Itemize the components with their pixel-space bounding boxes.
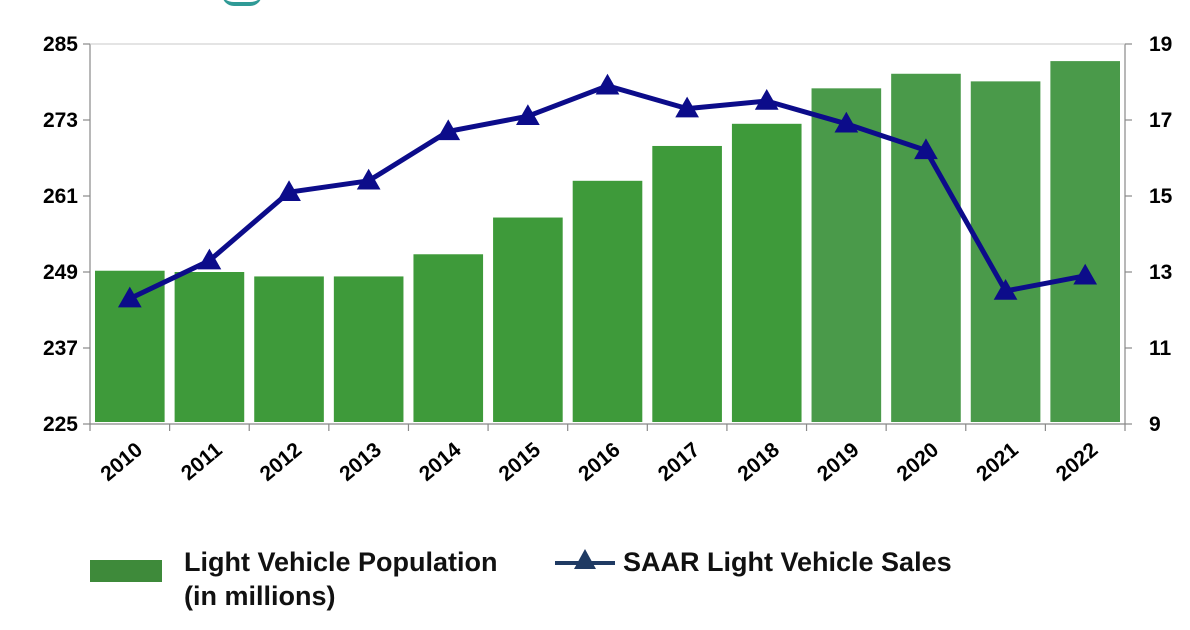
- left-tick-label: 225: [43, 413, 78, 436]
- x-tick-label: 2021: [972, 438, 1023, 486]
- sales-point-2010: [117, 286, 142, 308]
- x-tick-label: 2011: [177, 438, 227, 485]
- sales-point-2011: [197, 248, 222, 270]
- sales-point-2021: [993, 278, 1018, 300]
- bar-2016: [572, 180, 643, 422]
- bar-2013: [333, 276, 404, 422]
- x-tick-label: 2013: [335, 438, 386, 486]
- sales-point-2020: [914, 138, 938, 160]
- left-tick-label: 273: [43, 109, 78, 132]
- legend-label-sales: SAAR Light Vehicle Sales: [623, 547, 952, 577]
- legend-item-population: Light Vehicle Population (in millions): [90, 545, 498, 613]
- bar-2012: [254, 276, 324, 422]
- left-tick-label: 249: [43, 261, 78, 284]
- x-tick-label: 2022: [1052, 438, 1103, 486]
- left-tick-label: 261: [43, 185, 78, 208]
- bar-2019: [811, 88, 882, 422]
- x-tick-label: 2015: [495, 438, 546, 486]
- legend-swatch-line: [555, 545, 615, 579]
- x-tick-label: 2016: [574, 438, 625, 486]
- left-tick-label: 285: [43, 33, 78, 56]
- sales-point-2016: [595, 73, 620, 95]
- bar-2011: [174, 272, 245, 422]
- sales-point-2014: [436, 119, 461, 141]
- bar-2018: [731, 123, 802, 423]
- bar-2014: [413, 254, 484, 422]
- sales-point-2022: [1073, 263, 1098, 285]
- sales-point-2018: [754, 88, 779, 110]
- sales-point-2019: [834, 111, 859, 133]
- right-tick-label: 11: [1149, 337, 1172, 360]
- triangle-marker-icon: [574, 549, 596, 569]
- sales-point-2017: [675, 96, 699, 118]
- x-tick-label: 2018: [733, 438, 784, 486]
- legend-swatch-bar: [90, 560, 162, 582]
- right-tick-label: 9: [1149, 413, 1161, 436]
- sales-point-2012: [277, 180, 301, 201]
- title-fragment-decoration: [222, 0, 262, 6]
- bar-2017: [652, 145, 722, 422]
- bar-2020: [891, 73, 961, 423]
- right-tick-label: 17: [1149, 109, 1172, 132]
- legend-item-sales: SAAR Light Vehicle Sales: [555, 545, 952, 579]
- combo-chart: 285 273 261 249 237 225 19 17 15 13 11 9 2010 2011 2…: [43, 33, 1173, 486]
- bar-2022: [1050, 61, 1120, 422]
- bar-2015: [493, 217, 563, 422]
- x-tick-label: 2017: [654, 438, 705, 486]
- legend-label-population: Light Vehicle Population (in millions): [184, 547, 498, 611]
- sales-point-2013: [356, 168, 381, 190]
- x-tick-label: 2010: [96, 438, 147, 486]
- x-tick-label: 2014: [415, 438, 466, 486]
- right-tick-label: 19: [1149, 33, 1172, 56]
- right-tick-label: 15: [1149, 185, 1173, 208]
- left-tick-label: 237: [43, 337, 78, 360]
- right-tick-label: 13: [1149, 261, 1172, 284]
- x-tick-label: 2012: [256, 438, 307, 486]
- x-tick-label: 2019: [813, 438, 864, 486]
- x-tick-label: 2020: [893, 438, 944, 486]
- sales-point-2015: [516, 104, 540, 125]
- chart-legend: Light Vehicle Population (in millions) S…: [0, 545, 1190, 625]
